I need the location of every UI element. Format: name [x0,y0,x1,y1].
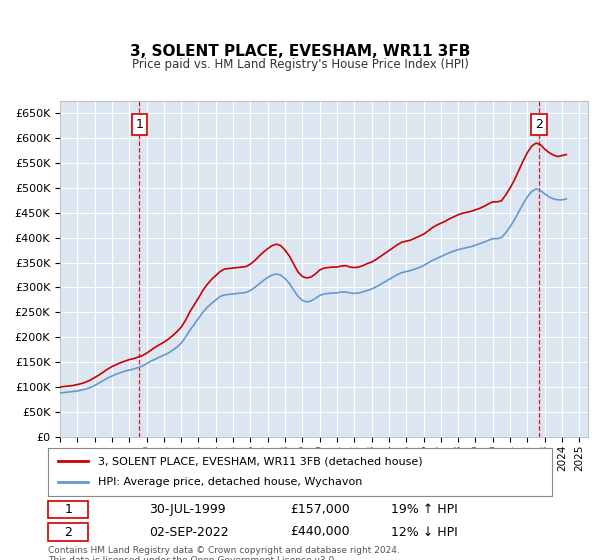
Text: £440,000: £440,000 [290,525,350,539]
Text: 19% ↑ HPI: 19% ↑ HPI [391,503,457,516]
Text: 1: 1 [136,118,143,131]
Text: 30-JUL-1999: 30-JUL-1999 [149,503,226,516]
Text: 3, SOLENT PLACE, EVESHAM, WR11 3FB (detached house): 3, SOLENT PLACE, EVESHAM, WR11 3FB (deta… [98,456,423,466]
FancyBboxPatch shape [48,524,88,540]
Text: HPI: Average price, detached house, Wychavon: HPI: Average price, detached house, Wych… [98,477,363,487]
Text: 2: 2 [535,118,543,131]
Text: 2: 2 [64,525,72,539]
Text: 1: 1 [64,503,72,516]
Text: Price paid vs. HM Land Registry's House Price Index (HPI): Price paid vs. HM Land Registry's House … [131,58,469,71]
Text: £157,000: £157,000 [290,503,350,516]
Text: 12% ↓ HPI: 12% ↓ HPI [391,525,457,539]
Text: Contains HM Land Registry data © Crown copyright and database right 2024.
This d: Contains HM Land Registry data © Crown c… [48,546,400,560]
FancyBboxPatch shape [48,501,88,518]
Text: 02-SEP-2022: 02-SEP-2022 [149,525,229,539]
Text: 3, SOLENT PLACE, EVESHAM, WR11 3FB: 3, SOLENT PLACE, EVESHAM, WR11 3FB [130,44,470,59]
